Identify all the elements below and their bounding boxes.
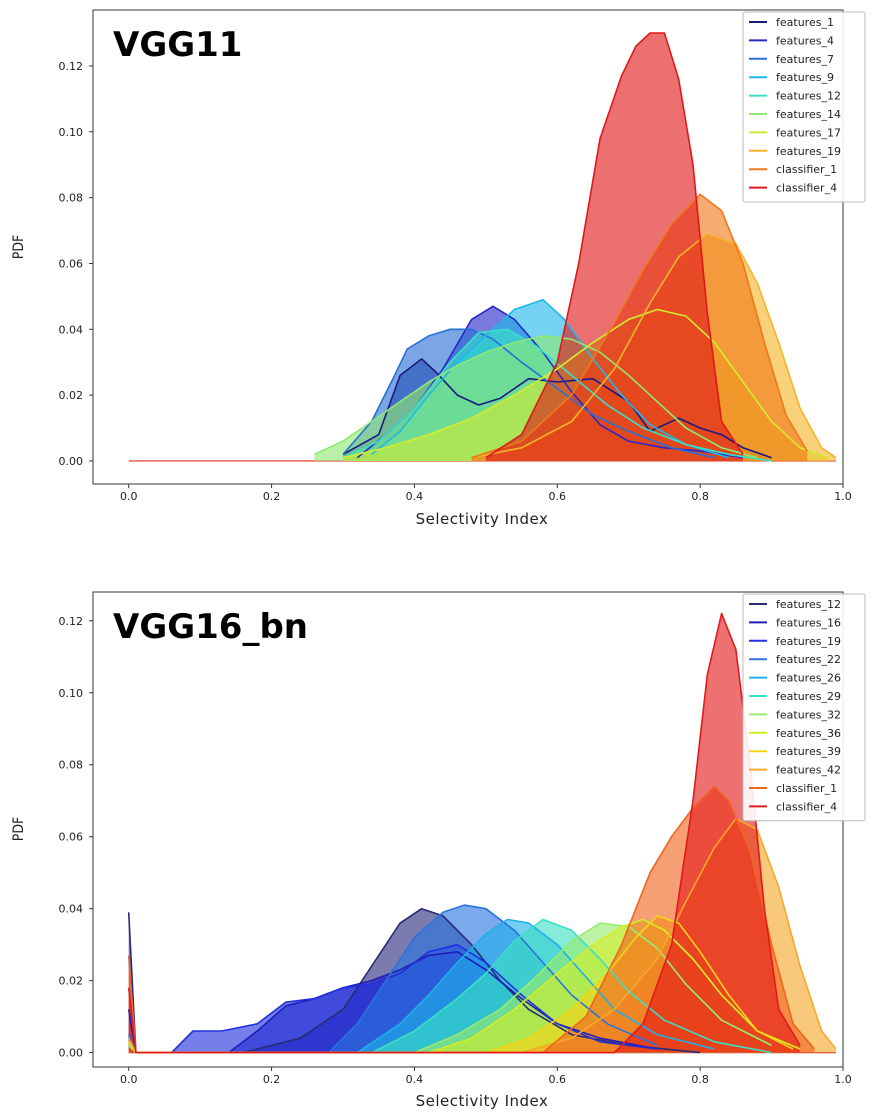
y-tick-label: 0.00 bbox=[59, 455, 84, 468]
x-ticks-vgg11: 0.0 0.2 0.4 0.6 0.8 1.0 bbox=[120, 484, 852, 503]
line-features-26-vgg16-bn bbox=[128, 918, 715, 1054]
legend-entry-features-42: features_42 bbox=[776, 764, 841, 777]
legend-entry-features-26: features_26 bbox=[776, 672, 841, 685]
plot-frame-border-vgg11 bbox=[92, 9, 844, 485]
y-tick-label: 0.12 bbox=[59, 60, 84, 73]
legend-vgg16-bn: features_12 features_16 features_19feature… bbox=[742, 593, 866, 822]
series-layer-vgg11 bbox=[128, 32, 837, 462]
x-tick-label: 1.0 bbox=[834, 1073, 852, 1086]
y-tick-label: 0.10 bbox=[59, 126, 84, 139]
plot-frame-border-vgg16-bn bbox=[92, 591, 844, 1068]
line-features-12-vgg16-bn bbox=[127, 907, 701, 1054]
legend-entry-features-39: features_39 bbox=[776, 745, 841, 758]
y-ticks-vgg16-bn: 0.00 0.02 0.04 0.06 0.08 0.10 0.12 bbox=[59, 615, 93, 1060]
legend-box bbox=[742, 11, 866, 203]
x-tick-label: 0.8 bbox=[691, 490, 709, 503]
line-features-19-vgg16-bn bbox=[127, 943, 658, 1054]
line-features-12-vgg11 bbox=[342, 328, 772, 462]
chart-title-vgg11: VGG11 bbox=[113, 25, 242, 65]
line-features-9-vgg11 bbox=[371, 298, 729, 459]
y-axis-label-vgg11: PDF bbox=[11, 235, 27, 260]
y-tick-label: 0.12 bbox=[59, 615, 84, 628]
legend-entry-features-17: features_17 bbox=[776, 126, 841, 139]
x-tick-label: 0.2 bbox=[263, 490, 281, 503]
legend-entry-classifier-1: classifier_1 bbox=[776, 163, 837, 176]
legend-entry-classifier-4: classifier_4 bbox=[776, 182, 837, 195]
x-axis-label-vgg16-bn: Selectivity Index bbox=[416, 1092, 549, 1110]
legend-entry-features-19: features_19 bbox=[776, 635, 841, 648]
legend-vgg11: features_1 features_4 features_7 features_9… bbox=[742, 11, 866, 203]
line-classifier-1-vgg11 bbox=[471, 193, 808, 459]
line-features-17-vgg11 bbox=[342, 308, 829, 459]
y-tick-label: 0.04 bbox=[59, 323, 84, 336]
y-tick-label: 0.02 bbox=[59, 389, 84, 402]
legend-entry-features-14: features_14 bbox=[776, 108, 841, 121]
y-ticks-vgg11: 0.00 0.02 0.04 0.06 0.08 0.10 0.12 bbox=[59, 60, 93, 468]
y-tick-label: 0.06 bbox=[59, 257, 84, 270]
line-classifier-4-vgg16-bn bbox=[127, 612, 801, 1054]
line-features-7-vgg11 bbox=[342, 328, 715, 459]
legend-entry-features-22: features_22 bbox=[776, 653, 841, 666]
y-tick-label: 0.06 bbox=[59, 831, 84, 844]
x-tick-label: 0.8 bbox=[691, 1073, 709, 1086]
legend-entry-features-29: features_29 bbox=[776, 690, 841, 703]
line-features-29-vgg16-bn bbox=[128, 918, 772, 1054]
line-features-22-vgg16-bn bbox=[127, 904, 658, 1054]
x-axis-label-vgg11: Selectivity Index bbox=[416, 510, 549, 528]
x-tick-label: 1.0 bbox=[834, 490, 852, 503]
legend-entry-features-7: features_7 bbox=[776, 53, 834, 66]
y-tick-label: 0.10 bbox=[59, 687, 84, 700]
line-features-16-vgg16-bn bbox=[127, 951, 658, 1054]
line-features-19-vgg11 bbox=[471, 233, 837, 459]
x-tick-label: 0.6 bbox=[549, 1073, 567, 1086]
line-features-42-vgg16-bn bbox=[127, 817, 837, 1054]
legend-entry-features-36: features_36 bbox=[776, 727, 841, 740]
area-classifier-4-vgg11 bbox=[485, 33, 743, 461]
line-features-1-vgg11 bbox=[342, 358, 772, 459]
legend-entry-features-32: features_32 bbox=[776, 708, 841, 721]
area-classifier-4-vgg16-bn bbox=[128, 613, 801, 1053]
y-tick-label: 0.08 bbox=[59, 759, 84, 772]
x-tick-label: 0.2 bbox=[263, 1073, 281, 1086]
legend-entry-classifier-1: classifier_1 bbox=[776, 782, 837, 795]
legend-box bbox=[742, 593, 866, 822]
y-tick-label: 0.08 bbox=[59, 192, 84, 205]
legend-entry-classifier-4: classifier_4 bbox=[776, 800, 837, 813]
chart-vgg11: 0.0 0.2 0.4 0.6 0.8 1.0 0.000.020.040.060.080… bbox=[11, 9, 866, 528]
x-tick-label: 0.0 bbox=[120, 490, 138, 503]
chart-vgg16-bn: 0.0 0.2 0.4 0.6 0.8 1.0 0.000.020.040.060.080… bbox=[11, 591, 866, 1110]
line-features-36-vgg16-bn bbox=[128, 918, 801, 1054]
x-tick-label: 0.4 bbox=[406, 1073, 424, 1086]
legend-entry-features-4: features_4 bbox=[776, 34, 834, 47]
x-ticks-vgg16-bn: 0.0 0.2 0.4 0.6 0.8 1.0 bbox=[120, 1067, 852, 1086]
y-tick-label: 0.04 bbox=[59, 903, 84, 916]
legend-entry-features-16: features_16 bbox=[776, 616, 841, 629]
area-classifier-1-vgg16-bn bbox=[128, 786, 815, 1053]
y-axis-label-vgg16-bn: PDF bbox=[11, 817, 27, 842]
legend-entry-features-12: features_12 bbox=[776, 90, 841, 103]
y-tick-label: 0.02 bbox=[59, 975, 84, 988]
series-layer-vgg16-bn bbox=[127, 612, 837, 1054]
legend-entry-features-9: features_9 bbox=[776, 71, 834, 84]
legend-entry-features-12: features_12 bbox=[776, 598, 841, 611]
x-tick-label: 0.0 bbox=[120, 1073, 138, 1086]
chart-title-vgg16-bn: VGG16_bn bbox=[113, 607, 308, 647]
x-tick-label: 0.6 bbox=[549, 490, 567, 503]
legend-entry-features-19: features_19 bbox=[776, 145, 841, 158]
y-tick-label: 0.00 bbox=[59, 1047, 84, 1060]
line-features-14-vgg11 bbox=[314, 335, 758, 459]
line-classifier-4-vgg11 bbox=[485, 32, 744, 459]
legend-entry-features-1: features_1 bbox=[776, 16, 834, 29]
x-tick-label: 0.4 bbox=[406, 490, 424, 503]
